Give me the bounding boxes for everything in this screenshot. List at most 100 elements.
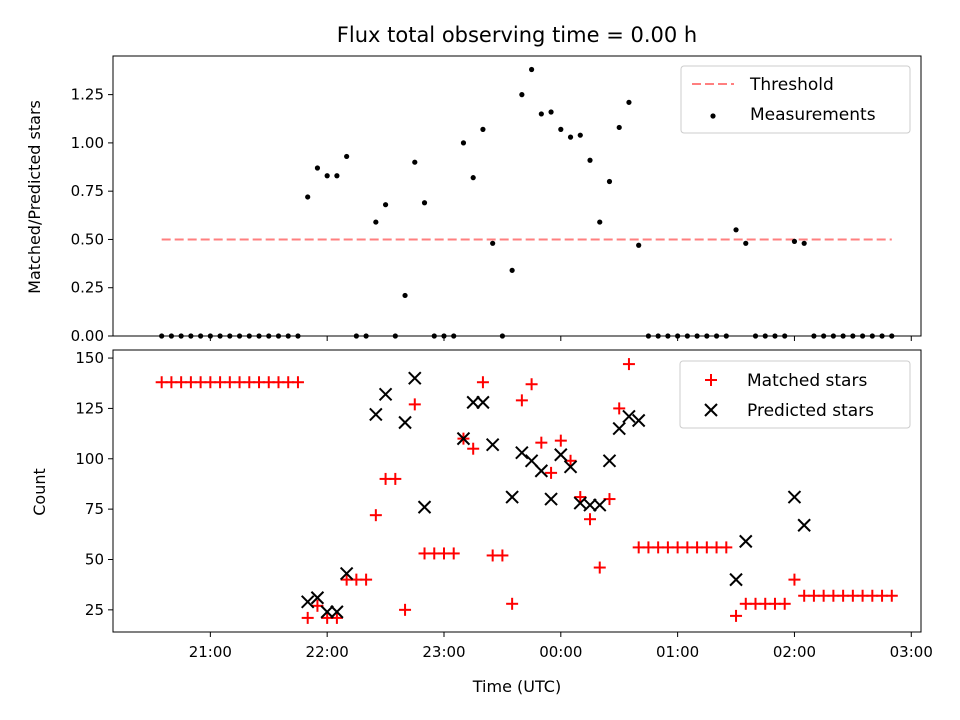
matched-star-point — [535, 436, 548, 449]
predicted-x-b — [554, 448, 568, 462]
predicted-x-b — [602, 454, 617, 468]
x-tick-label: 03:00 — [890, 643, 933, 661]
top-axes-frame — [112, 55, 922, 337]
top-y-axis-label: Matched/Predicted stars — [25, 100, 44, 294]
top-y-tick-label: 1.00 — [71, 134, 104, 152]
x-tick-label: 00:00 — [539, 643, 582, 661]
measurement-point — [791, 238, 798, 244]
matched-star-point — [447, 547, 460, 560]
top-legend-box — [680, 65, 911, 134]
predicted-star-point — [476, 395, 490, 410]
predicted-x-b — [544, 492, 558, 506]
matched-star-point — [369, 509, 382, 522]
predicted-x-b — [505, 490, 519, 504]
measurement-point — [548, 109, 554, 115]
predicted-star-point — [729, 572, 743, 587]
predicted-star-point — [544, 492, 558, 506]
predicted-x-b — [583, 498, 597, 512]
predicted-x-b — [417, 500, 432, 514]
predicted-star-point — [369, 407, 383, 422]
matched-star-point — [476, 376, 489, 389]
predicted-x-b — [476, 395, 490, 410]
predicted-x-b — [466, 395, 480, 410]
measurement-point — [733, 227, 739, 233]
top-y-tick-label: 1.25 — [71, 86, 104, 104]
top-y-tick-label: 0.00 — [71, 327, 104, 345]
bottom-y-tick-label: 25 — [85, 601, 104, 619]
x-tick-label: 02:00 — [773, 643, 816, 661]
top-y-tick-label: 0.50 — [71, 230, 104, 248]
measurement-point — [382, 202, 389, 208]
predicted-x-b — [534, 464, 549, 478]
bottom-y-tick-label: 125 — [75, 399, 104, 417]
measurement-point — [470, 175, 476, 181]
measurement-point — [743, 240, 749, 246]
measurement-point — [402, 292, 408, 299]
matched-star-point — [574, 491, 587, 504]
predicted-star-point — [466, 395, 480, 410]
predicted-x-b — [485, 437, 500, 452]
measurement-point — [606, 178, 613, 185]
bottom-y-axis-label: Count — [30, 468, 49, 516]
bottom-y-tick-label: 50 — [85, 550, 104, 568]
matched-star-point — [554, 434, 567, 447]
predicted-x-b — [787, 490, 802, 504]
top-y-tick-label: 0.25 — [71, 279, 104, 297]
matched-star-point — [408, 398, 421, 411]
legend-threshold-label: Threshold — [749, 75, 834, 95]
measurement-point — [529, 66, 535, 73]
predicted-star-point — [515, 446, 529, 460]
predicted-x-b — [563, 460, 578, 474]
matched-star-point — [593, 561, 606, 574]
predicted-star-point — [408, 371, 422, 385]
measurement-point — [616, 124, 622, 131]
bottom-legend-box — [679, 360, 911, 429]
bottom-y-tick-label: 100 — [75, 450, 104, 468]
predicted-x-b — [378, 387, 393, 402]
predicted-x-b — [593, 498, 607, 512]
predicted-star-point — [505, 490, 519, 504]
legend-predicted-label: Predicted stars — [747, 401, 874, 421]
matched-star-point — [291, 376, 304, 389]
measurement-point — [334, 173, 340, 179]
predicted-x-b — [524, 454, 539, 468]
measurement-point — [421, 200, 428, 206]
measurements-legend-marker — [710, 113, 716, 119]
measurement-point — [801, 240, 807, 246]
predicted-star-point — [456, 431, 471, 446]
top-y-tick-label: 0.75 — [71, 182, 104, 200]
predicted-x-b — [729, 572, 743, 587]
predicted-star-point — [563, 460, 578, 474]
measurement-point — [567, 134, 574, 140]
matched-star-point — [525, 378, 538, 391]
predicted-star-point — [631, 413, 646, 428]
predicted-star-point — [593, 498, 607, 512]
predicted-star-point — [583, 498, 597, 512]
predicted-x-b — [456, 431, 471, 446]
measurement-point — [314, 165, 321, 171]
predicted-x-b — [631, 413, 646, 428]
predicted-x-b — [797, 518, 811, 532]
matched-star-point — [467, 442, 480, 455]
bottom-axes-frame — [112, 349, 922, 633]
x-tick-label: 21:00 — [189, 643, 232, 661]
predicted-x-b — [398, 415, 412, 430]
predicted-star-point — [300, 595, 315, 609]
predicted-x-b — [622, 409, 636, 424]
predicted-star-point — [787, 490, 802, 504]
bottom-plot-area: 25 50 75 100 125 150 21:00 22:00 23:00 00:00 01:00… — [75, 349, 933, 661]
bottom-y-tick-label: 75 — [85, 500, 104, 518]
x-tick-label: 01:00 — [656, 643, 699, 661]
matched-star-point — [613, 402, 626, 415]
measurement-point — [480, 126, 486, 132]
predicted-star-point — [417, 500, 432, 514]
predicted-star-point — [378, 387, 393, 402]
chart-title: Flux total observing time = 0.00 h — [337, 23, 697, 47]
measurement-point — [636, 242, 642, 248]
predicted-star-point — [320, 605, 334, 619]
measurement-point — [558, 126, 564, 132]
predicted-x-b — [369, 407, 383, 422]
matched-star-point — [506, 597, 519, 610]
predicted-star-point — [310, 591, 325, 605]
